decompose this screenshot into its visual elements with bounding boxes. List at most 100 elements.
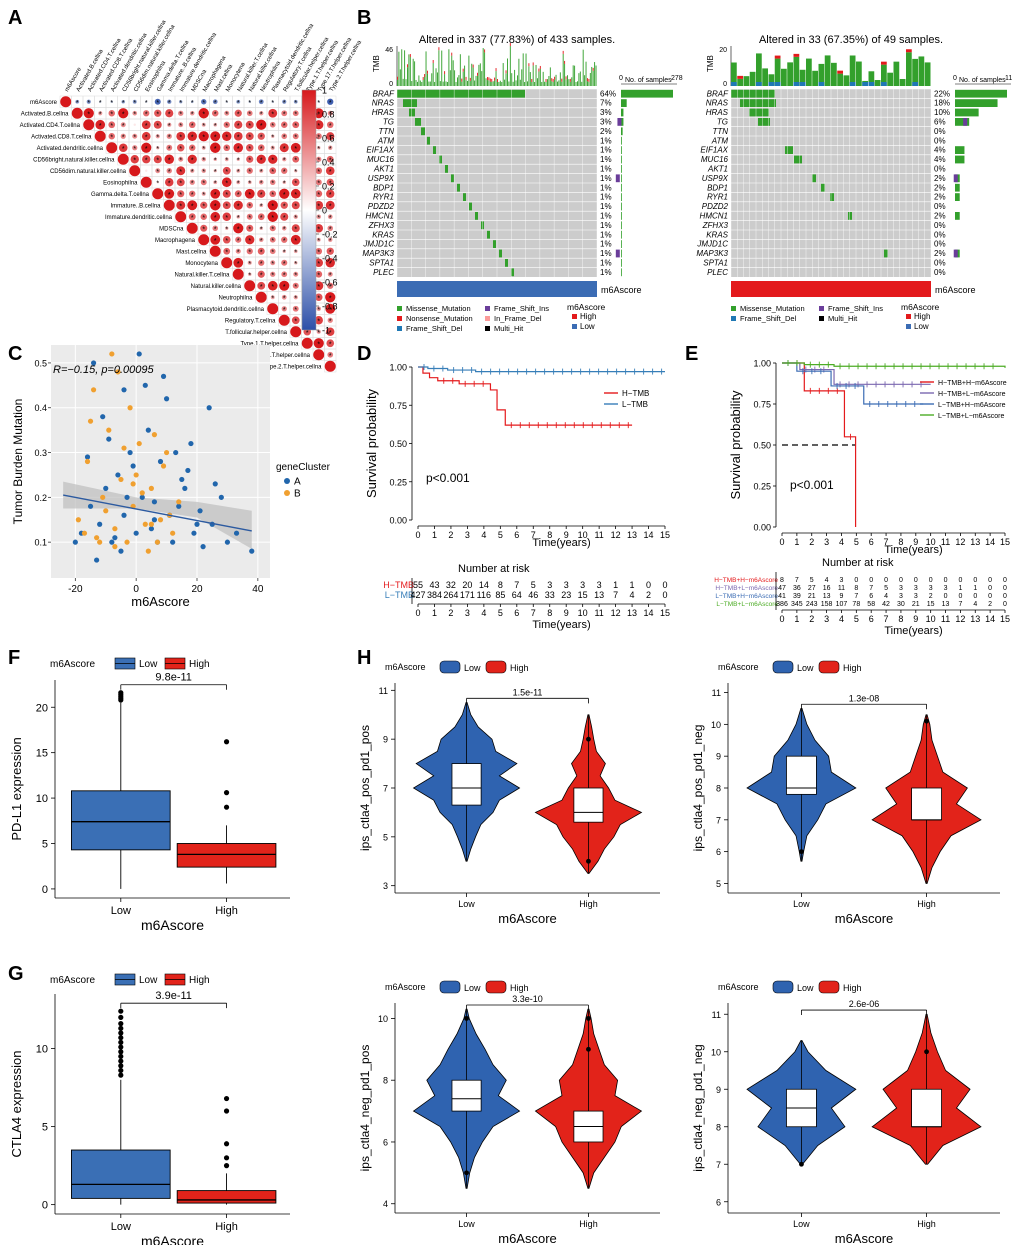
risk-value: 4 [973,601,977,608]
corr-circle [282,180,287,185]
tmb-bar-nonsense [592,67,594,71]
tmb-bar-nonsense [587,78,588,82]
corr-circle [293,214,298,219]
corr-signif-star: * [329,146,332,153]
risk-value: 0 [1003,577,1007,584]
corr-circle [281,121,288,128]
tmb-bar [404,50,406,86]
corr-signif-star: * [225,100,228,107]
samples-bar [621,118,624,126]
samples-bar [621,212,622,220]
tmb-bar [464,65,466,86]
scatter-point-A [188,440,194,447]
corr-circle [164,154,175,165]
tmb-bar-nonsense [569,78,571,82]
gene-label: AKT1 [373,165,394,174]
risk-value: 0 [988,577,992,584]
tmb-bar [532,65,534,86]
samples-bar [621,127,623,136]
panel-e-km: 0.000.250.500.751.000 1 2 3 4 5 6 7 8 9 10 11 12 13 14… [714,359,1010,638]
corr-circle [108,133,115,140]
gene-percent: 1% [600,146,612,155]
corr-row-label: Activated.CD8.T.cellna [31,134,92,140]
outlier-point [118,1008,124,1014]
legend-swatch [397,326,402,331]
gene-label: BRAF [373,89,395,98]
scatter-point-B [94,535,100,541]
corr-circle [189,179,195,185]
risk-value: 0 [854,577,858,584]
corr-row-label: Activated.B.cellna [21,111,69,117]
gene-label: EIF1AX [700,146,728,155]
survival-curve [418,366,633,426]
corr-signif-star: * [248,226,251,233]
gene-label: HRAS [706,108,729,117]
risk-value: 2 [988,601,992,608]
corr-circle [153,155,162,164]
corr-signif-star: * [294,169,297,176]
corr-signif-star: * [168,134,171,141]
corr-circle [225,100,228,103]
corr-circle [282,99,287,104]
corr-signif-star: * [191,215,194,222]
corr-circle [224,157,229,162]
legend-swatch [731,306,736,311]
scatter-point-B [127,405,133,411]
legend-group-swatch [572,314,577,319]
corr-circle [155,168,161,174]
risk-x-tick-label: 15 [1000,614,1010,624]
corr-circle [200,213,207,220]
tmb-bar-nonsense [551,78,553,82]
corr-circle [327,282,334,289]
tmb-bar-nonsense [491,78,493,82]
corr-circle [313,338,324,349]
corr-circle [257,281,266,290]
scatter-point-B [133,472,139,478]
corr-signif-star: * [202,123,205,130]
corr-circle [290,188,301,199]
corr-signif-star: * [283,215,286,222]
legend-label: Nonsense_Mutation [406,314,473,323]
corr-signif-star: * [179,134,182,141]
corr-circle [110,100,113,103]
mutation-block [493,240,496,248]
corr-signif-star: * [283,261,286,268]
corr-circle [201,168,206,173]
samples-bar [955,183,960,192]
oncoplot-title: Altered in 33 (67.35%) of 49 samples. [759,34,943,46]
corr-signif-star: * [329,318,332,325]
risk-x-tick-label: 2 [448,608,453,618]
corr-circle [121,99,126,104]
corr-circle [176,143,185,152]
risk-value: 55 [413,580,423,590]
y-tick-label: 11 [712,688,721,698]
corr-signif-star: * [317,169,320,176]
corr-signif-star: * [191,123,194,130]
tmb-bar [575,81,577,86]
samples-bar [621,202,622,211]
gene-label: RYR1 [707,193,728,202]
pvalue-label: 9.8e-11 [155,672,192,684]
x-axis-label: m6Ascore [498,1231,557,1245]
corr-signif-star: * [168,111,171,118]
corr-signif-star: * [110,100,113,107]
tmb-bar [548,76,550,86]
gene-label: MAP3K3 [362,249,394,258]
corr-circle [156,146,160,150]
mutation-block [427,136,430,145]
x-tick-label: Low [458,899,475,909]
corr-circle [177,190,185,198]
x-tick-label: 9 [564,530,569,540]
corr-circle [236,180,241,185]
mutation-block [469,202,472,211]
tmb-bar [492,81,494,86]
corr-signif-star: * [317,318,320,325]
tmb-bar [562,53,564,86]
legend-label: L−TMB+L−m6Ascore [938,413,1004,420]
corr-signif-star: * [283,295,286,302]
corr-circle [235,248,241,254]
corr-circle [280,212,289,221]
risk-x-tick-label: 4 [839,614,844,624]
risk-x-tick-label: 11 [941,614,950,624]
corr-signif-star: * [329,284,332,291]
